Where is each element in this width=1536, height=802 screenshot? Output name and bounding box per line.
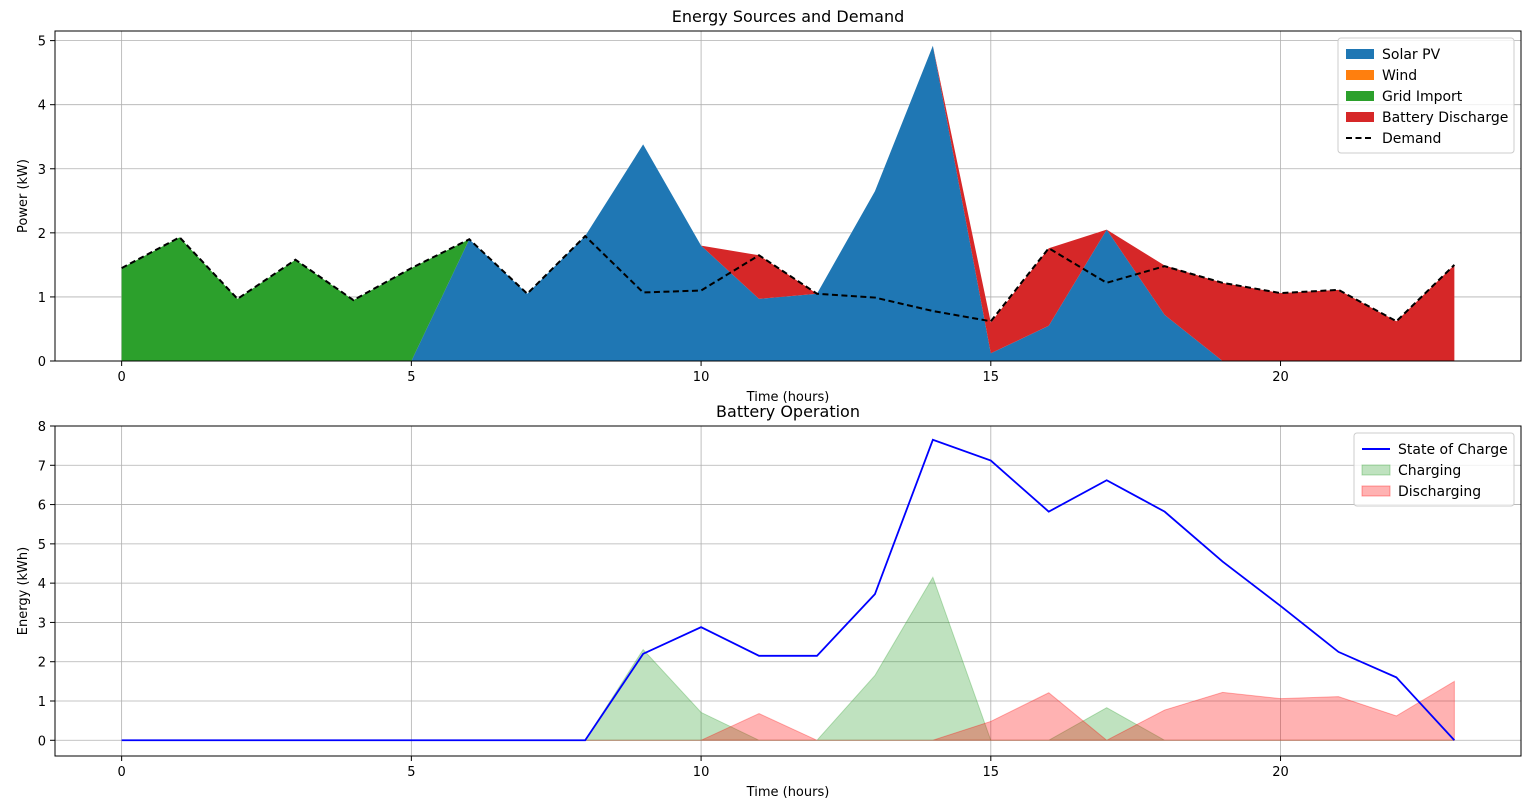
legend-label: Charging — [1398, 463, 1461, 479]
y-tick-label: 3 — [38, 616, 46, 631]
legend-label: Battery Discharge — [1382, 110, 1508, 126]
x-tick-label: 5 — [407, 370, 415, 385]
tick-layer: 0 5 10 15 20 0 1 2 3 4 5 6 7 8 — [38, 420, 1289, 780]
x-tick-label: 20 — [1272, 370, 1289, 385]
y-tick-label: 2 — [38, 656, 46, 671]
legend-label: Demand — [1382, 131, 1441, 147]
legend-item-demand: Demand — [1346, 131, 1441, 147]
y-tick-label: 4 — [38, 577, 46, 592]
y-tick-label: 7 — [38, 459, 46, 474]
y-axis-label: Power (kW) — [16, 159, 31, 233]
series-layer — [121, 45, 1456, 362]
legend-swatch — [1361, 485, 1391, 497]
legend: Solar PV Wind Grid Import Battery Discharge… — [1337, 37, 1515, 154]
x-tick-label: 10 — [693, 370, 710, 385]
y-tick-label: 6 — [38, 499, 46, 514]
grid-lines — [55, 425, 1521, 756]
x-tick-label: 0 — [117, 370, 125, 385]
y-tick-label: 2 — [38, 227, 46, 242]
battery-operation-panel: 0 5 10 15 20 0 1 2 3 4 5 6 7 8 Battery Operation Time… — [16, 402, 1522, 800]
chart-title: Battery Operation — [716, 402, 860, 421]
plot-frame — [54, 425, 1522, 757]
x-axis-label: Time (hours) — [746, 390, 830, 405]
legend-box — [1337, 37, 1515, 154]
legend-label: Discharging — [1398, 484, 1481, 500]
series-layer — [121, 438, 1456, 742]
y-tick-label: 3 — [38, 163, 46, 178]
legend-box — [1353, 432, 1515, 507]
x-axis-label: Time (hours) — [746, 785, 830, 800]
y-tick-label: 4 — [38, 99, 46, 114]
energy-sources-panel: 0 5 10 15 20 0 1 2 3 4 5 Energy Sources and Demand… — [16, 7, 1522, 405]
legend-label: Grid Import — [1382, 89, 1463, 105]
legend-label: Wind — [1382, 68, 1417, 84]
legend-label: Solar PV — [1382, 47, 1441, 63]
line-state-of-charge — [121, 438, 1456, 742]
legend-swatch — [1346, 91, 1374, 101]
legend-swatch — [1346, 49, 1374, 59]
legend-item-discharging: Discharging — [1361, 484, 1481, 500]
x-tick-label: 15 — [983, 370, 1000, 385]
legend-swatch — [1346, 70, 1374, 80]
y-tick-label: 0 — [38, 355, 46, 370]
area-battery-discharge — [121, 45, 1455, 362]
x-tick-label: 15 — [983, 765, 1000, 780]
legend: State of Charge Charging Discharging — [1353, 432, 1515, 507]
legend-item-solar-pv: Solar PV — [1346, 47, 1441, 63]
legend-swatch — [1361, 464, 1391, 476]
legend-item-grid-import: Grid Import — [1346, 89, 1463, 105]
y-axis-label: Energy (kWh) — [16, 547, 31, 635]
x-tick-label: 5 — [407, 765, 415, 780]
line-demand — [121, 234, 1456, 323]
area-solar-pv — [121, 45, 1455, 362]
legend-swatch — [1346, 112, 1374, 122]
x-tick-label: 0 — [117, 765, 125, 780]
y-tick-label: 0 — [38, 734, 46, 749]
legend-item-state-of-charge: State of Charge — [1362, 442, 1508, 458]
y-tick-label: 8 — [38, 420, 46, 435]
tick-layer: 0 5 10 15 20 0 1 2 3 4 5 — [38, 35, 1289, 385]
plot-frame — [54, 30, 1522, 362]
legend-item-battery-discharge: Battery Discharge — [1346, 110, 1508, 126]
legend-item-charging: Charging — [1361, 463, 1461, 479]
legend-item-wind: Wind — [1346, 68, 1417, 84]
x-tick-label: 10 — [693, 765, 710, 780]
legend-label: State of Charge — [1398, 442, 1508, 458]
y-tick-label: 1 — [38, 695, 46, 710]
area-grid-import — [121, 45, 1455, 362]
y-tick-label: 1 — [38, 291, 46, 306]
y-tick-label: 5 — [38, 538, 46, 553]
chart-title: Energy Sources and Demand — [672, 7, 905, 26]
y-tick-label: 5 — [38, 35, 46, 50]
x-tick-label: 20 — [1272, 765, 1289, 780]
